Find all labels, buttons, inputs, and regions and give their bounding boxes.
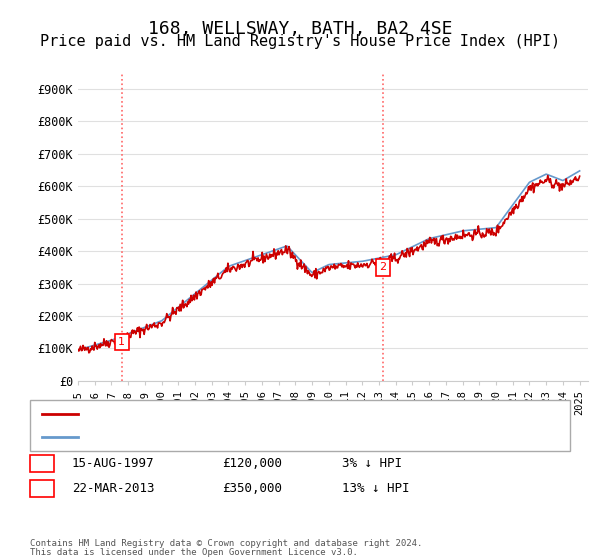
- Text: 22-MAR-2013: 22-MAR-2013: [72, 482, 155, 496]
- Text: 1: 1: [118, 337, 125, 347]
- Text: £120,000: £120,000: [222, 457, 282, 470]
- Text: 2: 2: [38, 482, 46, 496]
- Text: Contains HM Land Registry data © Crown copyright and database right 2024.: Contains HM Land Registry data © Crown c…: [30, 539, 422, 548]
- Text: Price paid vs. HM Land Registry's House Price Index (HPI): Price paid vs. HM Land Registry's House …: [40, 34, 560, 49]
- Text: This data is licensed under the Open Government Licence v3.0.: This data is licensed under the Open Gov…: [30, 548, 358, 557]
- Text: 3% ↓ HPI: 3% ↓ HPI: [342, 457, 402, 470]
- Text: 1: 1: [38, 457, 46, 470]
- Text: HPI: Average price, detached house, Bath and North East Somerset: HPI: Average price, detached house, Bath…: [87, 432, 519, 442]
- Text: 2: 2: [379, 262, 386, 272]
- Text: 168, WELLSWAY, BATH, BA2 4SE (detached house): 168, WELLSWAY, BATH, BA2 4SE (detached h…: [87, 409, 391, 419]
- Text: 168, WELLSWAY, BATH, BA2 4SE: 168, WELLSWAY, BATH, BA2 4SE: [148, 20, 452, 38]
- Text: 15-AUG-1997: 15-AUG-1997: [72, 457, 155, 470]
- Text: £350,000: £350,000: [222, 482, 282, 496]
- Text: 13% ↓ HPI: 13% ↓ HPI: [342, 482, 410, 496]
